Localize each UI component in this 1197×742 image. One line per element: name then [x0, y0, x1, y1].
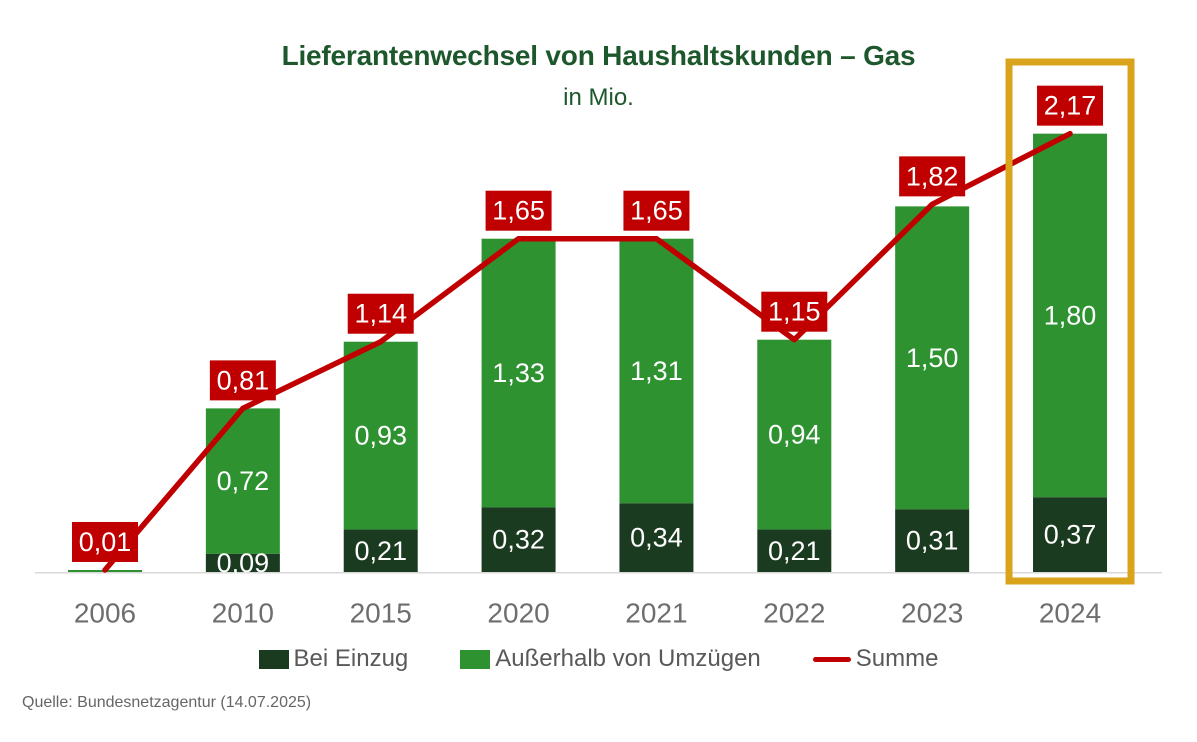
highlight-box	[1005, 58, 1135, 585]
summe-label-box	[347, 293, 414, 334]
bar-segment-ausserhalb	[481, 238, 556, 508]
bar-segment-bei-einzug	[619, 503, 694, 572]
bar-segment-ausserhalb	[757, 339, 832, 530]
x-axis-label: 2010	[212, 598, 274, 629]
x-axis-label: 2022	[763, 598, 825, 629]
bar-value-ausserhalb: 0,94	[768, 420, 821, 450]
legend-swatch-bei-einzug	[258, 649, 289, 669]
legend: Bei Einzug Außerhalb von Umzügen Summe	[0, 645, 1197, 673]
summe-label-box	[72, 521, 138, 562]
bar-value-bei-einzug: 0,37	[1044, 520, 1097, 550]
summe-label: 1,14	[354, 299, 407, 329]
bar-value-ausserhalb: 1,80	[1044, 300, 1097, 330]
bar-segment-bei-einzug	[757, 529, 832, 572]
bar-segment-bei-einzug	[895, 509, 970, 572]
legend-item-bei-einzug: Bei Einzug	[258, 645, 409, 673]
summe-label-box	[485, 190, 552, 231]
source-note: Quelle: Bundesnetzagentur (14.07.2025)	[22, 694, 312, 711]
bar-segment-bei-einzug	[1033, 497, 1108, 572]
bar-value-bei-einzug: 0,31	[906, 526, 959, 556]
summe-label-box	[209, 360, 276, 401]
summe-label-box	[1037, 85, 1104, 126]
legend-swatch-ausserhalb	[460, 649, 491, 669]
bar-segment-ausserhalb	[205, 408, 280, 554]
summe-label-box	[899, 156, 966, 197]
bar-value-bei-einzug: 0,21	[768, 536, 821, 566]
legend-label-ausserhalb: Außerhalb von Umzügen	[495, 645, 761, 672]
x-axis-label: 2024	[1039, 598, 1101, 629]
legend-label-summe: Summe	[855, 645, 939, 672]
x-axis-label: 2023	[901, 598, 963, 629]
summe-label: 0,01	[79, 527, 132, 557]
bar-value-ausserhalb: 1,31	[630, 356, 683, 386]
x-axis-label: 2021	[625, 598, 687, 629]
bar-value-ausserhalb: 1,33	[492, 358, 545, 388]
summe-label: 1,65	[630, 196, 683, 226]
summe-label: 1,65	[492, 196, 545, 226]
bar-value-bei-einzug: 0,21	[354, 536, 407, 566]
bar-value-ausserhalb: 1,50	[906, 343, 959, 373]
bar-value-ausserhalb: 0,72	[217, 466, 270, 496]
bar-segment-ausserhalb	[343, 341, 418, 530]
legend-label-bei-einzug: Bei Einzug	[293, 645, 409, 672]
bar-segment-bei-einzug	[481, 507, 556, 572]
legend-item-ausserhalb: Außerhalb von Umzügen	[460, 645, 761, 673]
summe-label-box	[761, 291, 828, 332]
summe-label: 2,17	[1044, 91, 1097, 121]
summe-label-box	[623, 190, 690, 231]
bar-segment-bei-einzug	[343, 529, 418, 572]
bar-segment-ausserhalb	[895, 206, 970, 510]
bar-segment-ausserhalb	[619, 238, 694, 504]
bar-value-ausserhalb: 0,93	[354, 421, 407, 451]
legend-swatch-summe-line	[812, 656, 851, 662]
x-axis-label: 2015	[350, 598, 412, 629]
bar-segment-ausserhalb	[1033, 133, 1108, 498]
bar-segment-bei-einzug	[205, 553, 280, 572]
summe-label: 0,81	[217, 365, 270, 395]
bar-value-bei-einzug: 0,32	[492, 525, 545, 555]
summe-label: 1,15	[768, 297, 821, 327]
bar-value-bei-einzug: 0,09	[217, 548, 270, 578]
summe-label: 1,82	[906, 161, 959, 191]
chart-title: Lieferantenwechsel von Haushaltskunden –…	[281, 40, 916, 71]
chart-subtitle: in Mio.	[563, 84, 634, 111]
bar-value-bei-einzug: 0,34	[630, 523, 683, 553]
x-axis-label: 2020	[487, 598, 549, 629]
x-axis-label: 2006	[74, 598, 136, 629]
legend-item-summe: Summe	[812, 645, 939, 673]
